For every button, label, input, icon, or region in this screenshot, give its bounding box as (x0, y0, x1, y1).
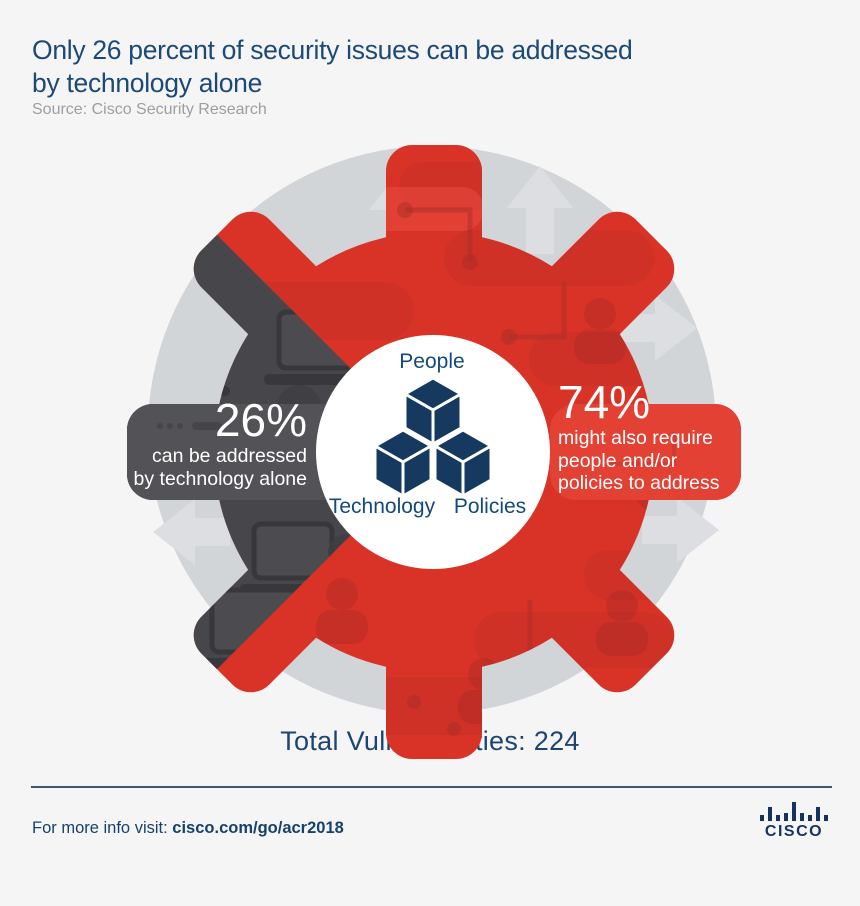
center-label-people: People (399, 350, 464, 373)
right-block-accents (606, 432, 676, 466)
right-label-block (550, 404, 741, 500)
person-icon (316, 578, 368, 644)
footer-url-link[interactable]: cisco.com/go/acr2018 (172, 819, 344, 837)
right-arrow-icon (642, 497, 719, 563)
center-circle (316, 335, 550, 569)
left-percentage-label: 26% can be addressed by technology alone (133, 394, 307, 490)
right-arrow-icon (620, 295, 697, 361)
right-percentage-label: 74% might also require people and/or pol… (558, 376, 720, 495)
left-percentage-line2: by technology alone (133, 467, 307, 490)
gear-infographic-svg: People Technology Policies (127, 145, 741, 759)
page-title-line2: by technology alone (32, 68, 263, 98)
person-icon (596, 590, 648, 656)
person-icon (574, 298, 626, 364)
left-arrow-icon (153, 499, 230, 565)
footer-visit-prefix: For more info visit: (32, 819, 173, 837)
footer-info: For more info visit: cisco.com/go/acr201… (32, 819, 344, 838)
left-block-accents (157, 422, 222, 430)
center-label-technology: Technology (329, 495, 436, 518)
right-percentage-value: 74% (558, 376, 651, 428)
footer-divider (31, 786, 832, 788)
left-percentage-value: 26% (214, 394, 307, 446)
page-title: Only 26 percent of security issues can b… (32, 34, 633, 100)
source-caption: Source: Cisco Security Research (32, 101, 267, 118)
cisco-logo-bars-icon (755, 801, 833, 821)
cube-bottom-left (373, 428, 433, 498)
cubes-icon (373, 376, 493, 498)
right-percentage-line1: might also require (558, 427, 713, 449)
gear-infographic: People Technology Policies (114, 132, 754, 772)
cube-bottom-right (433, 428, 493, 498)
cisco-logo-wordmark: CISCO (764, 823, 824, 840)
cube-top (403, 376, 463, 446)
page-title-line1: Only 26 percent of security issues can b… (32, 35, 633, 65)
center-label-policies: Policies (454, 495, 526, 518)
left-percentage-line1: can be addressed (151, 445, 307, 467)
right-percentage-line2: people and/or (558, 449, 678, 472)
cisco-logo: CISCO (755, 801, 833, 841)
up-arrow-icon (507, 166, 573, 254)
right-percentage-line3: policies to address (558, 472, 720, 494)
